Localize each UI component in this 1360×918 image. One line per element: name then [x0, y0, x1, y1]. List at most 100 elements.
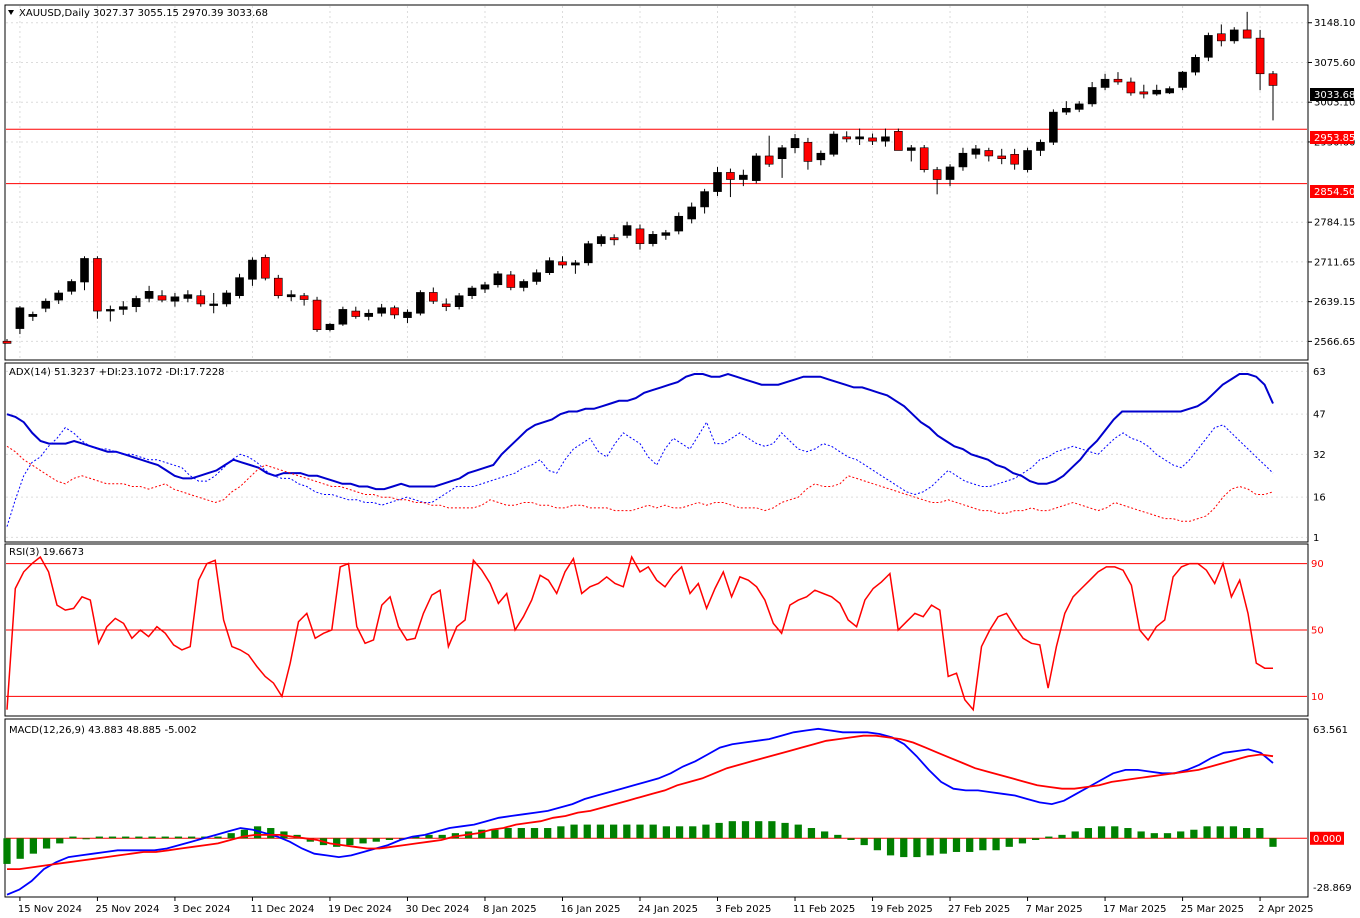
candle-body	[106, 309, 115, 312]
candle-body	[777, 147, 787, 160]
time-tick-label: 11 Feb 2025	[793, 904, 855, 915]
candle-body	[1062, 107, 1071, 113]
macd-histogram-bar	[530, 828, 539, 839]
macd-pane-title: MACD(12,26,9) 43.883 48.885 -5.002	[9, 725, 197, 736]
macd-histogram-bar	[913, 838, 921, 858]
candle-body	[93, 258, 102, 312]
macd-histogram-bar	[755, 821, 763, 839]
candle-body	[971, 148, 981, 155]
candle-body	[545, 260, 554, 273]
macd-histogram-bar	[108, 836, 117, 839]
macd-histogram-bar	[425, 834, 433, 839]
current-price-tag-bg	[1310, 88, 1354, 101]
time-tick-label: 3 Feb 2025	[716, 904, 772, 915]
macd-histogram-bar	[29, 838, 38, 854]
candle-body	[1074, 103, 1084, 110]
macd-zero-tag: 0.000	[1313, 834, 1342, 845]
candlestick-series	[2, 11, 1278, 344]
time-tick-label: 30 Dec 2024	[405, 904, 469, 915]
macd-histogram-bar	[491, 829, 499, 839]
rsi-level-label: 50	[1311, 626, 1324, 637]
time-tick-label: 16 Jan 2025	[560, 904, 620, 915]
candle-body	[881, 136, 890, 142]
adx-tick-label: 1	[1313, 533, 1319, 544]
candle-body	[661, 232, 671, 236]
macd-histogram-bar	[860, 838, 868, 846]
macd-histogram-bar	[42, 838, 51, 849]
macd-histogram-bar	[1256, 828, 1264, 839]
macd-histogram-bar	[715, 822, 723, 839]
candle-body	[1087, 87, 1097, 105]
macd-histogram-bar	[570, 824, 578, 839]
rsi-line	[6, 555, 1273, 712]
candle-body	[377, 307, 386, 314]
candle-body	[80, 258, 89, 283]
candle-body	[144, 291, 154, 299]
candle-body	[506, 274, 516, 288]
candle-body	[842, 136, 851, 140]
time-tick-label: 27 Feb 2025	[948, 904, 1010, 915]
macd-histogram-bar	[214, 836, 222, 839]
candle-body	[855, 136, 864, 140]
chart-menu-triangle-icon[interactable]	[8, 10, 14, 15]
macd-histogram-bar	[992, 838, 1000, 851]
macd-histogram-bar	[649, 824, 657, 839]
candle-body	[209, 303, 218, 306]
main-price-tick-label: 2711.65	[1314, 257, 1355, 268]
macd-histogram-bar	[966, 838, 974, 852]
candle-body	[131, 298, 141, 307]
candle-body	[273, 277, 283, 297]
candle-body	[997, 155, 1007, 160]
macd-histogram-bar	[1005, 838, 1013, 847]
candle-body	[816, 152, 826, 161]
main-price-tick-label: 3148.10	[1314, 18, 1355, 29]
candle-body	[15, 307, 25, 329]
macd-histogram-bar	[504, 828, 512, 839]
time-tick-label: 11 Dec 2024	[250, 904, 314, 915]
rsi-pane-frame	[4, 543, 1309, 717]
macd-histogram-bar	[609, 824, 618, 839]
candle-body	[1126, 81, 1136, 94]
macd-histogram-bar	[1018, 838, 1027, 844]
macd-histogram-bar	[926, 838, 934, 856]
rsi-level-label: 90	[1311, 559, 1324, 570]
candle-body	[945, 166, 955, 180]
macd-histogram-bar	[1084, 828, 1093, 839]
candle-body	[454, 295, 464, 307]
candle-body	[222, 292, 231, 305]
candle-body	[519, 281, 529, 288]
level-tag-2: 2854.50	[1314, 187, 1355, 198]
time-tick-label: 7 Mar 2025	[1026, 904, 1083, 915]
candle-body	[429, 292, 438, 302]
candle-body	[739, 174, 748, 180]
candle-body	[261, 257, 270, 279]
candle-body	[157, 295, 167, 301]
candle-body	[1010, 154, 1019, 165]
macd-histogram-bar	[187, 836, 196, 839]
macd-histogram	[3, 821, 1277, 864]
main-price-tick-label: 3003.10	[1314, 98, 1355, 109]
macd-histogram-bar	[1137, 831, 1145, 839]
macd-histogram-bar	[1111, 826, 1119, 839]
rsi-line	[6, 555, 1273, 712]
candle-body	[1139, 91, 1149, 95]
macd-histogram-bar	[873, 838, 882, 851]
candle-body	[364, 312, 374, 317]
macd-histogram-bar	[689, 826, 697, 839]
candle-body	[28, 314, 38, 317]
candle-body	[558, 261, 567, 266]
candle-body	[906, 147, 916, 151]
macd-histogram-bar	[1097, 826, 1106, 839]
candle-body	[118, 306, 128, 310]
macd-histogram-bar	[1163, 833, 1172, 839]
main-price-tick-label: 2566.65	[1314, 337, 1355, 348]
macd-histogram-bar	[768, 821, 776, 839]
time-tick-label: 8 Jan 2025	[483, 904, 537, 915]
candle-body	[41, 300, 51, 309]
candle-body	[2, 340, 12, 344]
macd-histogram-bar	[886, 838, 895, 856]
candle-body	[467, 287, 477, 297]
time-tick-label: 2 Apr 2025	[1258, 904, 1313, 915]
